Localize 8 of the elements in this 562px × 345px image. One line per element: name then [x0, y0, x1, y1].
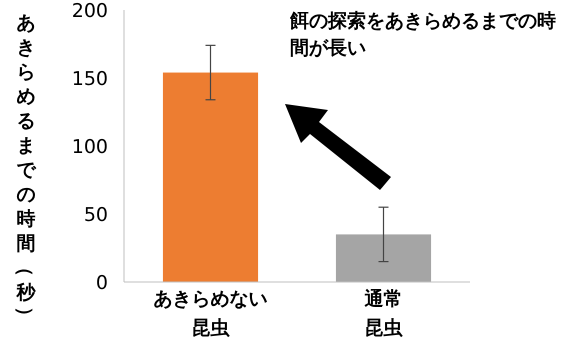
- x-tick-label: 通常昆虫: [364, 288, 404, 339]
- y-tick-label: 100: [72, 136, 108, 158]
- x-tick-label: あきらめない昆虫: [154, 288, 268, 339]
- y-tick-label: 50: [84, 204, 108, 226]
- y-tick-label: 150: [72, 68, 108, 90]
- y-tick-label: 0: [96, 272, 108, 294]
- y-tick-label: 200: [72, 0, 108, 22]
- ylabel: あきらめるまでの時間（秒）: [14, 12, 36, 326]
